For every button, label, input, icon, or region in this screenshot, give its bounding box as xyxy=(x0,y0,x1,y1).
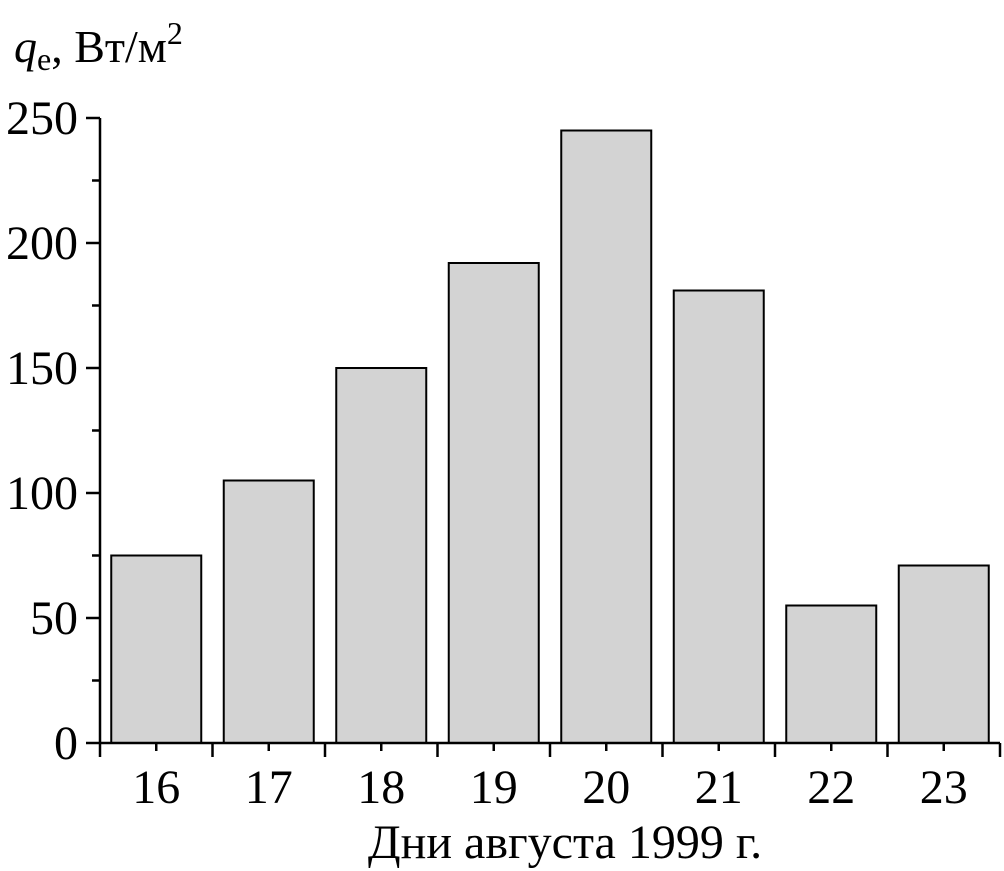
x-tick-label: 16 xyxy=(132,761,180,814)
x-tick-label: 19 xyxy=(470,761,518,814)
y-tick-label: 150 xyxy=(6,342,78,395)
x-tick-label: 17 xyxy=(245,761,293,814)
bar xyxy=(785,604,878,744)
y-label-superscript: 2 xyxy=(167,15,183,51)
x-tick-label: 23 xyxy=(920,761,968,814)
bar xyxy=(897,564,990,744)
y-tick-label: 200 xyxy=(6,217,78,270)
y-tick-label: 0 xyxy=(54,717,78,770)
x-tick-label: 20 xyxy=(582,761,630,814)
y-axis-label: qe, Вт/м2 xyxy=(14,15,183,77)
x-tick-label: 22 xyxy=(807,761,855,814)
y-label-symbol: q xyxy=(14,21,37,72)
x-tick-label: 18 xyxy=(357,761,405,814)
x-axis-label: Дни августа 1999 г. xyxy=(368,816,762,869)
bar xyxy=(110,554,203,744)
x-tick-label: 21 xyxy=(695,761,743,814)
y-label-unit: , Вт/м xyxy=(51,21,167,72)
y-label-subscript: e xyxy=(37,41,51,77)
bar xyxy=(335,367,428,744)
bar xyxy=(672,289,765,744)
y-tick-label: 250 xyxy=(6,92,78,145)
y-tick-label: 50 xyxy=(30,592,78,645)
y-tick-label: 100 xyxy=(6,467,78,520)
bar xyxy=(222,479,315,744)
bar xyxy=(447,262,540,744)
bar xyxy=(560,129,653,744)
